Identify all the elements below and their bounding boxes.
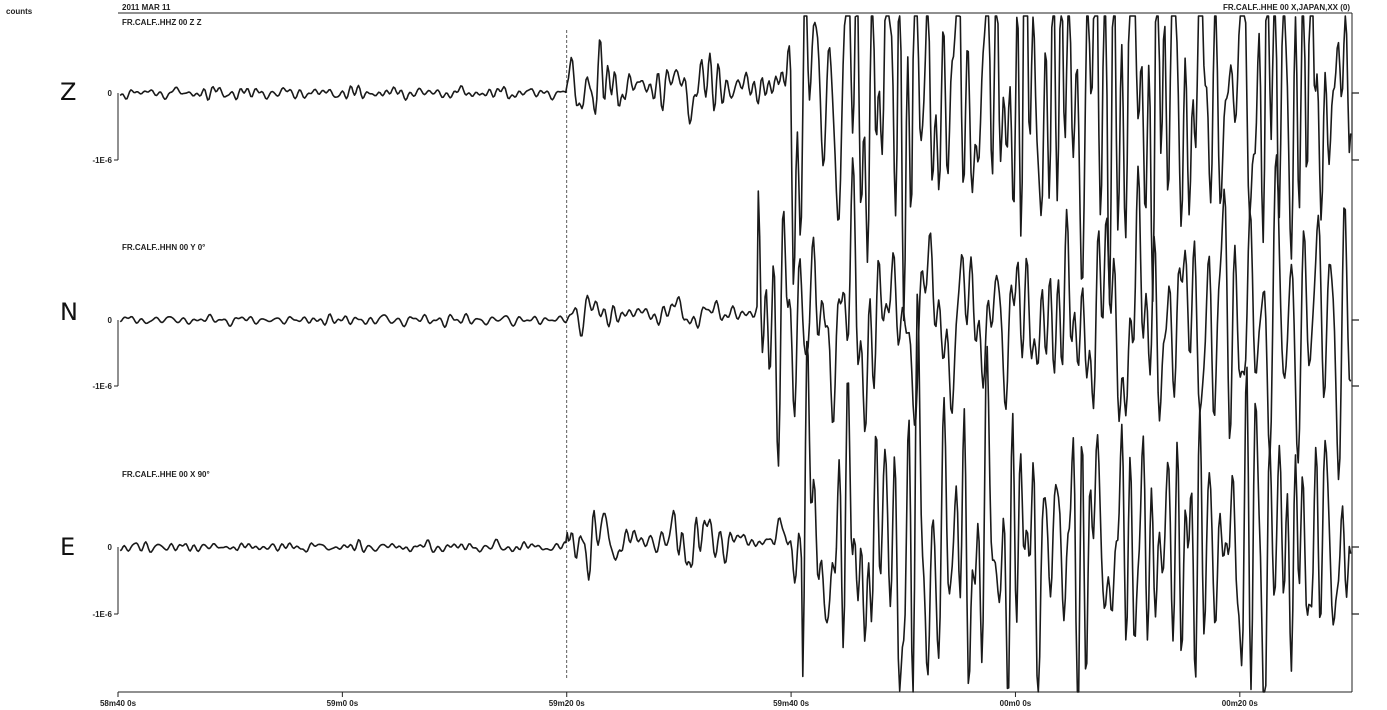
right-bracket-n (1351, 319, 1359, 387)
y-tick-zero-e: 0 (108, 543, 113, 552)
y-tick-zero-z: 0 (108, 89, 113, 98)
component-letter-n: N (60, 298, 78, 326)
x-tick-label: 00m0 0s (1000, 699, 1032, 708)
right-bracket-z (1351, 92, 1359, 161)
right-bracket-e (1351, 546, 1359, 615)
trace-label-z: FR.CALF..HHZ 00 Z Z (122, 18, 202, 27)
header-right-label: FR.CALF..HHE 00 X,JAPAN,XX (0) (1223, 3, 1350, 12)
y-tick-neg-z: -1E-6 (92, 156, 112, 165)
waveform-e (119, 293, 1352, 693)
y-tick-neg-e: -1E-6 (92, 610, 112, 619)
trace-panel-e: FR.CALF..HHE 00 X 90° E 0 -1E-6 (60, 293, 1359, 693)
x-tick-label: 00m20 0s (1222, 699, 1259, 708)
y-tick-zero-n: 0 (108, 316, 113, 325)
x-tick-label: 58m40 0s (100, 699, 137, 708)
x-tick-label: 59m0 0s (327, 699, 359, 708)
x-tick-label: 59m40 0s (773, 699, 810, 708)
y-tick-neg-n: -1E-6 (92, 382, 112, 391)
trace-panel-z: FR.CALF..HHZ 00 Z Z Z 0 -1E-6 (60, 15, 1359, 322)
waveform-n (119, 154, 1352, 481)
waveform-z (119, 15, 1352, 322)
y-unit-label: counts (6, 7, 33, 16)
trace-label-n: FR.CALF..HHN 00 Y 0° (122, 243, 205, 252)
component-letter-e: E (60, 533, 75, 561)
x-tick-label: 59m20 0s (549, 699, 586, 708)
trace-label-e: FR.CALF..HHE 00 X 90° (122, 470, 210, 479)
date-label: 2011 MAR 11 (122, 3, 171, 12)
trace-panel-n: FR.CALF..HHN 00 Y 0° N 0 -1E-6 (60, 154, 1359, 481)
x-axis-ticks: 58m40 0s 59m0 0s 59m20 0s 59m40 0s 00m0 0s 00… (100, 692, 1258, 708)
component-letter-z: Z (60, 78, 76, 106)
